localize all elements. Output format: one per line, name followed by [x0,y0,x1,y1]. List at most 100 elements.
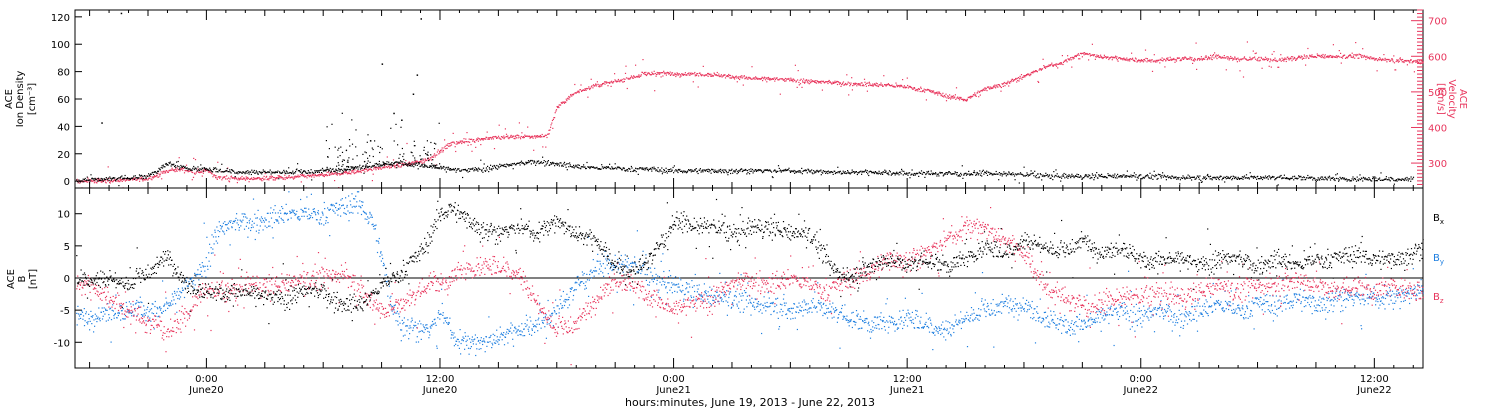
density-series-point [1032,172,1034,174]
velocity-series-point [141,179,143,181]
density-series-point [718,169,720,171]
velocity-series-point [1291,60,1293,62]
velocity-series-point [872,83,874,85]
velocity-series-point [872,85,874,87]
density-noise-point [367,134,369,136]
velocity-series-point [247,176,249,179]
density-series-point [1317,177,1319,179]
velocity-series-point [990,87,993,90]
by-series-point [102,311,105,313]
density-series-point [475,169,477,171]
density-series-point [100,177,102,180]
density-series-point [575,164,577,166]
velocity-series-point [1094,58,1096,60]
density-series-point [704,169,706,171]
velocity-series-point [1122,58,1124,60]
density-series-point [677,168,679,171]
density-series-point [158,167,160,169]
density-series-point [518,162,520,164]
velocity-series-point [902,79,904,81]
velocity-series-point [874,83,876,85]
density-series-point [153,171,155,173]
density-series-point [984,171,986,173]
velocity-series-point [1125,58,1127,60]
density-series-point [395,161,397,163]
velocity-series-point [78,180,80,182]
density-series-point [1062,174,1064,176]
by-series-point [260,220,262,222]
density-series-point [1217,176,1219,178]
velocity-series-point [266,175,268,177]
density-series-point [1058,176,1061,178]
velocity-series-point [510,134,512,136]
velocity-series-point [1267,59,1269,61]
velocity-series-point [605,81,607,83]
by-series-point [158,307,161,309]
density-series-point [297,163,299,165]
velocity-series-point [698,75,700,77]
velocity-series-point [297,174,299,176]
density-series-point [1361,178,1363,180]
density-series-point [173,163,175,165]
velocity-series-point [1344,54,1346,56]
density-series-point [190,169,192,171]
density-series-point [318,170,320,172]
density-series-point [1065,176,1068,178]
velocity-series-point [121,180,123,182]
velocity-series-point [1015,78,1017,80]
density-series-point [1249,172,1251,174]
velocity-series-point [699,72,701,74]
by-series-point [169,302,171,304]
by-series-point [372,225,375,227]
velocity-series-point [1006,83,1008,85]
velocity-series-point [829,81,831,83]
by-series-point [204,270,206,272]
density-series-point [1148,177,1151,179]
density-series-point [358,166,360,168]
velocity-series-point [727,76,729,78]
density-series-point [670,168,672,170]
velocity-series-point [1360,55,1362,57]
density-series-point [1379,179,1381,181]
velocity-series-point [567,97,569,99]
density-series-point [1231,179,1233,181]
density-series-point [176,165,178,167]
velocity-series-point [445,144,447,146]
velocity-series-point [1117,60,1119,62]
velocity-series-point [732,76,734,78]
velocity-series-point [1322,53,1324,56]
density-series-point [231,169,233,171]
density-series-point [292,173,294,175]
velocity-series-point [1200,56,1202,58]
velocity-series-point [697,86,699,88]
by-series-point [197,269,199,271]
density-series-point [1355,180,1358,182]
density-series-point [1241,176,1243,178]
by-series-point [291,212,293,214]
velocity-series-point [281,176,283,178]
density-series-point [825,172,827,174]
by-series-point [152,313,155,315]
velocity-series-point [318,175,320,177]
density-series-point [644,169,646,171]
density-series-point [553,162,555,164]
velocity-series-point [1246,41,1248,43]
velocity-series-point [538,135,540,137]
velocity-series-point [86,181,88,183]
density-series-point [228,171,230,173]
velocity-series-point [159,173,161,175]
velocity-series-point [1417,61,1419,63]
density-series-point [1074,175,1076,178]
velocity-series-point [611,81,613,84]
velocity-series-point [1009,82,1011,84]
density-series-point [561,165,563,167]
density-series-point [976,172,979,174]
velocity-series-point [915,89,917,91]
velocity-series-point [920,87,922,90]
density-series-point [175,167,177,169]
density-series-point [1192,176,1194,178]
velocity-series-point [457,141,460,143]
by-series-point [140,314,143,316]
density-series-point [184,167,186,169]
velocity-series-point [1144,60,1146,62]
